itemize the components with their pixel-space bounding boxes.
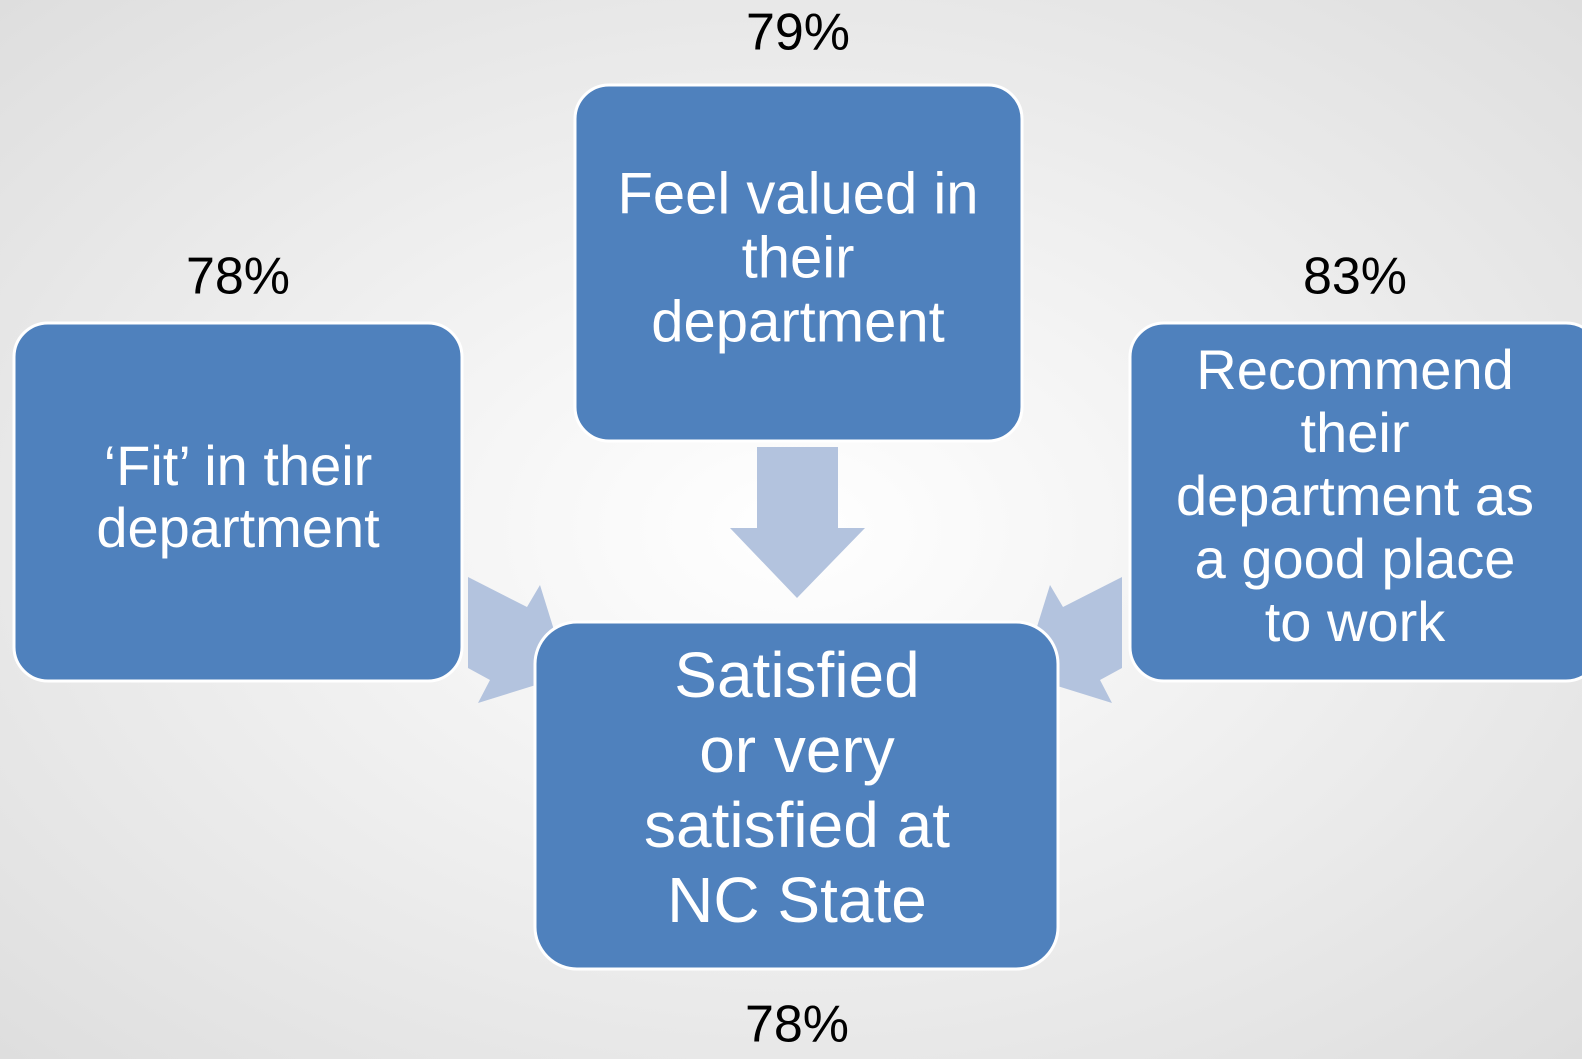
node-label: satisfied at (644, 789, 950, 861)
box-recommend (1128, 321, 1582, 683)
node-label: department (96, 496, 380, 559)
box-valued (573, 83, 1024, 443)
percent-label: 79% (746, 4, 850, 62)
node-label: their (1301, 401, 1410, 464)
node-label: department (651, 289, 944, 354)
node-label: to work (1265, 590, 1446, 653)
node-label: Satisfied (674, 639, 919, 711)
box-satisfied (533, 620, 1060, 971)
node-label: a good place (1195, 527, 1516, 590)
box-fit (12, 321, 464, 683)
percent-label: 78% (186, 248, 290, 306)
node-label: Feel valued in (617, 161, 978, 226)
boxes (12, 83, 1582, 971)
percent-label: 83% (1303, 248, 1407, 306)
node-label: NC State (667, 864, 927, 936)
percent-label: 78% (745, 996, 849, 1054)
node-label: or very (699, 714, 895, 786)
node-label: their (742, 225, 855, 290)
node-label: Recommend (1196, 338, 1513, 401)
node-label: department as (1176, 464, 1534, 527)
arrow-down (730, 447, 865, 598)
node-label: ‘Fit’ in their (104, 434, 373, 497)
